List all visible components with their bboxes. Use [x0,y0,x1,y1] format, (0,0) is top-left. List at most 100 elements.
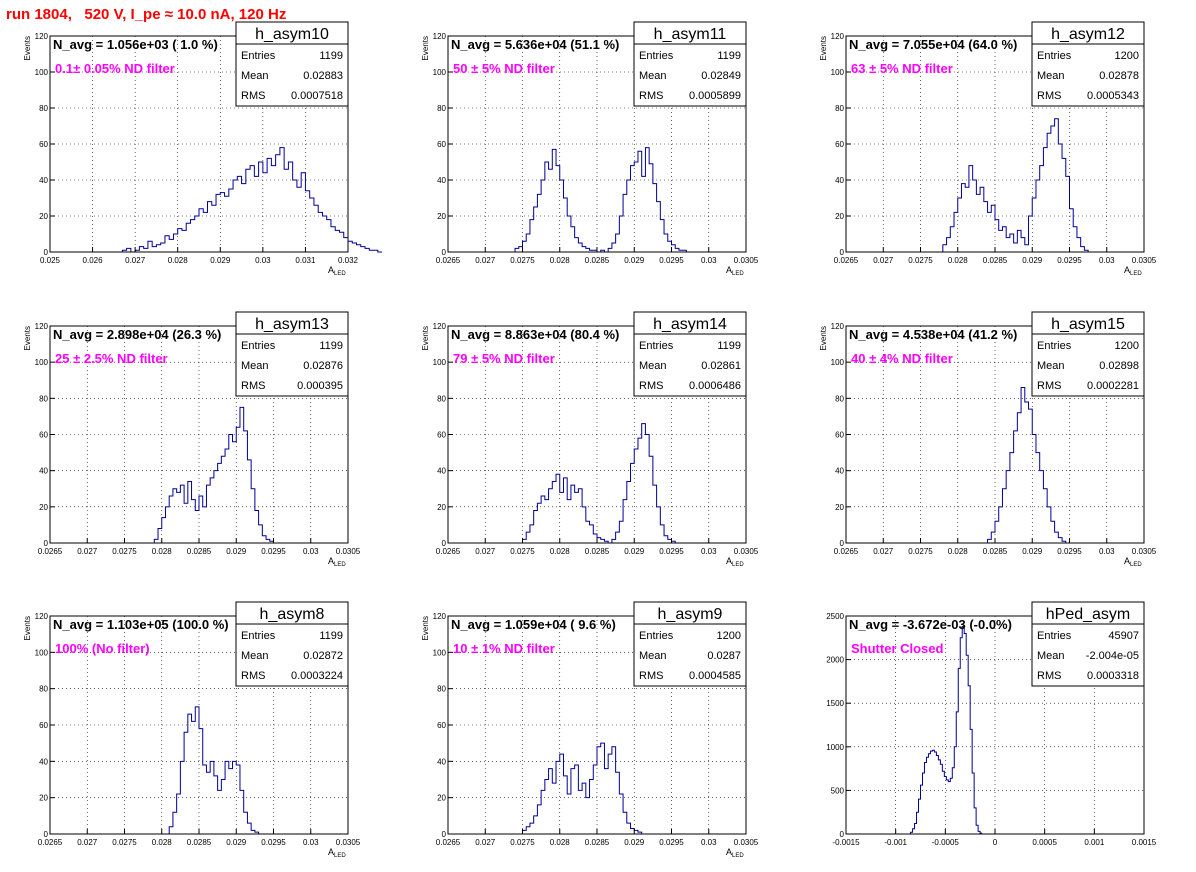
histogram-name: h_asym11 [654,26,727,43]
y-tick-label: 40 [39,176,48,185]
histogram-name: h_asym12 [1051,26,1125,43]
histogram-line [518,742,646,835]
n-avg-label: N_avg = 1.059e+04 ( 9.6 %) [451,617,616,632]
y-tick-label: 80 [835,104,844,113]
stats-mean-value: 0.02876 [303,360,343,372]
x-axis-label-subscript: LED [1130,271,1142,277]
y-tick-label: 20 [437,794,446,803]
stats-entries-label: Entries [639,50,674,62]
y-tick-label: 0 [442,248,447,257]
stats-mean-value: 0.02878 [1099,70,1139,82]
stats-mean-label: Mean [241,70,269,82]
histogram-line [518,423,679,544]
x-tick-label: 0.0305 [734,256,759,265]
x-tick-label: 0.029 [1022,256,1043,265]
stats-entries-value: 1199 [319,630,343,642]
x-tick-label: 0.032 [338,256,359,265]
n-avg-label: N_avg = 5.636e+04 (51.1 %) [451,37,619,52]
histogram-panel-h_asym11: 0.0265 0.027 0.0275 0.028 0.0285 0.029 0.0295 0… [421,21,759,277]
filter-label: 100% (No filter) [55,641,150,656]
y-tick-label: 80 [835,394,844,403]
y-tick-label: 120 [35,32,49,41]
stats-box: h_asym11 Entries 1199 Mean 0.02849 RMS 0.00058… [633,21,747,107]
y-tick-label: 120 [433,322,447,331]
y-tick-label: 40 [437,757,446,766]
stats-entries-value: 1200 [717,630,741,642]
x-tick-label: 0.029 [210,256,231,265]
y-axis-label: Events [421,616,430,640]
stats-mean-label: Mean [1037,650,1065,662]
x-tick-label: 0.0285 [585,838,610,847]
stats-box-frame [633,21,747,107]
x-tick-label: 0.028 [152,547,173,556]
filter-label: 50 ± 5% ND filter [453,61,555,76]
stats-entries-label: Entries [241,50,276,62]
stats-mean-label: Mean [241,650,269,662]
x-axis-label-subscript: LED [334,271,346,277]
n-avg-label: N_avg = 1.056e+03 ( 1.0 %) [53,37,218,52]
stats-rms-value: 0.0006486 [689,380,741,392]
x-tick-label: -0.0005 [932,838,960,847]
y-tick-label: 80 [39,104,48,113]
filter-label: 0.1± 0.05% ND filter [55,61,175,76]
stats-entries-label: Entries [1037,630,1072,642]
y-tick-label: 40 [39,757,48,766]
stats-mean-value: 0.02898 [1099,360,1139,372]
x-tick-label: 0.0305 [1132,547,1157,556]
y-tick-label: 0 [840,539,845,548]
y-tick-label: 0 [44,539,49,548]
x-tick-label: 0.029 [624,256,645,265]
x-tick-label: 0.0295 [659,838,684,847]
stats-rms-label: RMS [639,670,663,682]
histogram-name: h_asym10 [255,26,329,43]
x-tick-label: 0.028 [948,547,969,556]
stats-box-frame [235,311,349,397]
x-tick-label: 0.0265 [38,838,63,847]
y-tick-label: 120 [433,32,447,41]
x-tick-label: 0.027 [77,547,98,556]
x-axis-label: ALED [726,847,744,859]
x-tick-label: 0.0285 [187,838,212,847]
x-tick-label: 0.028 [550,838,571,847]
x-tick-label: 0.0275 [510,547,535,556]
stats-entries-label: Entries [241,630,276,642]
x-axis-label: ALED [726,265,744,277]
x-tick-label: 0.0285 [585,256,610,265]
stats-box-frame [1031,601,1145,687]
y-tick-label: 20 [437,503,446,512]
y-tick-label: 120 [831,322,845,331]
x-tick-label: 0.03 [1099,547,1115,556]
x-tick-label: 0.0285 [983,547,1008,556]
x-tick-label: 0.028 [550,256,571,265]
histogram-panel-h_asym9: 0.0265 0.027 0.0275 0.028 0.0285 0.029 0.0295 0… [421,601,759,859]
stats-rms-value: 0.0003224 [291,670,343,682]
x-tick-label: 0.0015 [1132,838,1157,847]
y-tick-label: 40 [39,467,48,476]
y-axis-label: Events [819,36,828,60]
histogram-panel-hPed_asym: -0.0015 -0.001 -0.0005 0 0.0005 0.001 0.0015 0 5… [826,601,1157,847]
y-tick-label: 1000 [826,743,844,752]
stats-box: h_asym14 Entries 1199 Mean 0.02861 RMS 0.00064… [633,311,747,397]
x-tick-label: 0.029 [624,838,645,847]
stats-rms-label: RMS [241,670,265,682]
x-tick-label: 0.0295 [1057,547,1082,556]
filter-label: 63 ± 5% ND filter [851,61,953,76]
x-tick-label: 0.0305 [336,838,361,847]
y-tick-label: 80 [437,394,446,403]
stats-box: h_asym15 Entries 1200 Mean 0.02898 RMS 0.00022… [1031,311,1145,397]
x-tick-label: 0.0295 [1057,256,1082,265]
x-tick-label: 0.0265 [834,547,859,556]
stats-rms-value: 0.0005343 [1087,90,1139,102]
y-tick-label: 120 [831,32,845,41]
x-tick-label: 0.028 [550,547,571,556]
stats-entries-value: 1200 [1115,340,1139,352]
x-tick-label: 0.03 [303,547,319,556]
stats-entries-label: Entries [639,340,674,352]
stats-rms-label: RMS [639,90,663,102]
x-tick-label: 0.0265 [38,547,63,556]
filter-label: 25 ± 2.5% ND filter [55,351,168,366]
x-tick-label: 0.0275 [112,838,137,847]
y-axis-label: Events [421,36,430,60]
y-tick-label: 100 [831,68,845,77]
stats-mean-label: Mean [1037,70,1065,82]
